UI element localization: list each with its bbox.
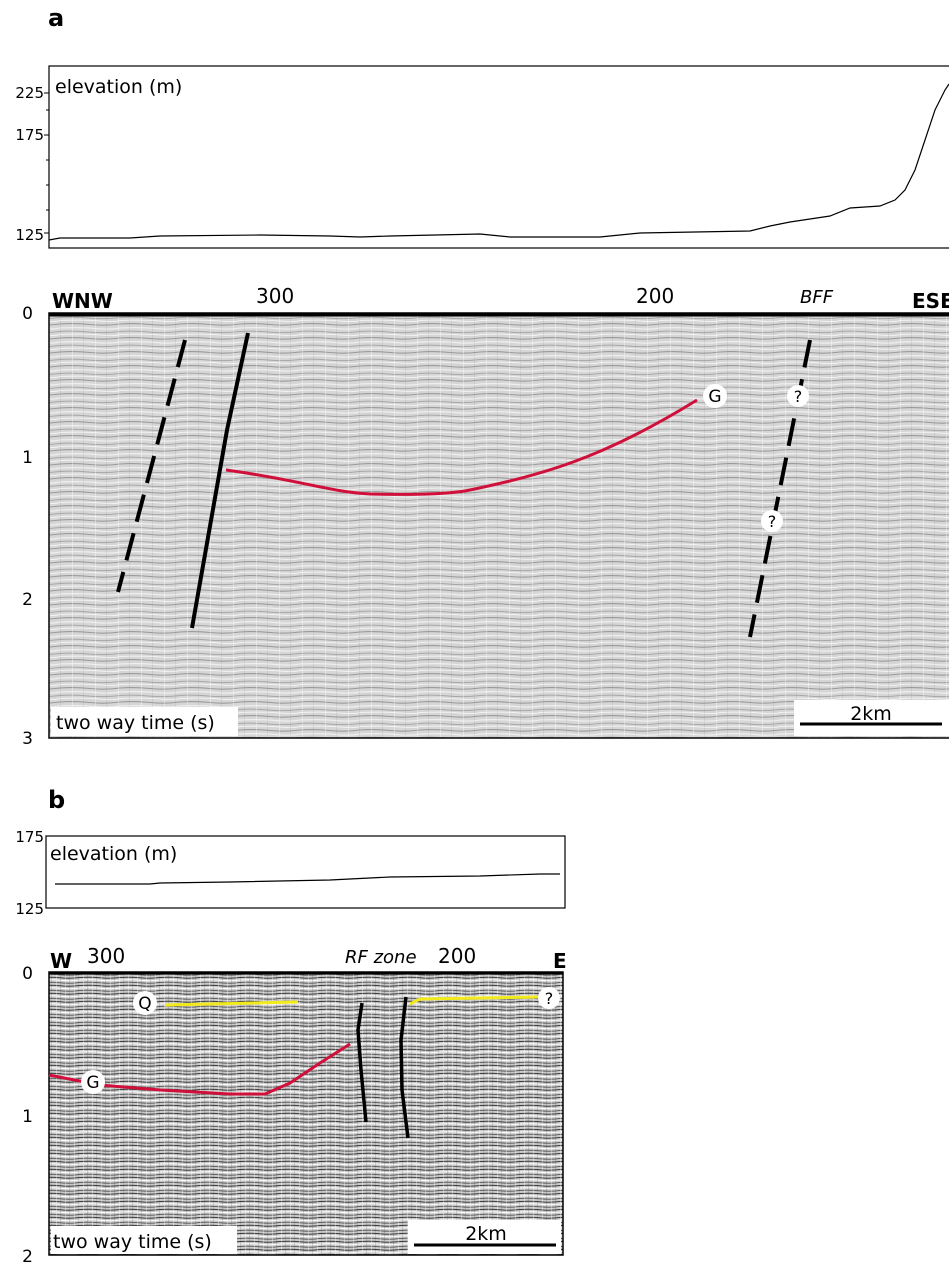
horizon-q-marker: [133, 991, 157, 1015]
question-label-a2: ?: [768, 512, 777, 531]
axis-label-b: two way time (s): [53, 1231, 212, 1253]
elev-tick-a-225: 225: [15, 84, 44, 102]
elevation-line-a: [48, 83, 949, 241]
cdp-tick-b-200: 200: [438, 944, 476, 968]
elev-tick-b-125: 125: [15, 900, 44, 918]
horizon-q-west: [164, 1000, 299, 1007]
cdp-tick-b-300: 300: [87, 944, 125, 968]
elevation-label-a: elevation (m): [55, 76, 182, 98]
direction-w: W: [50, 949, 72, 973]
time-tick-a-0: 0: [22, 304, 33, 324]
horizon-g-marker-b: [81, 1070, 105, 1094]
time-tick-b-0: 0: [22, 964, 33, 984]
fault-solid-west: [190, 332, 250, 629]
horizon-g-label-b: G: [86, 1073, 99, 1093]
elevation-frame-a: [48, 65, 949, 249]
elevation-label-b: elevation (m): [50, 843, 177, 865]
question-label-a1: ?: [794, 387, 803, 406]
question-label-b: ?: [545, 989, 554, 1008]
fault-label-rf-zone: RF zone: [345, 947, 417, 968]
direction-wnw: WNW: [52, 289, 113, 313]
horizon-g-label-a: G: [708, 387, 721, 407]
time-tick-a-1: 1: [22, 448, 33, 468]
horizon-g-b: [48, 1042, 351, 1096]
direction-e: E: [553, 949, 567, 973]
fault-rf-west: [356, 1002, 368, 1123]
time-tick-b-1: 1: [22, 1107, 33, 1127]
question-marker-b: [538, 987, 560, 1009]
time-tick-b-2: 2: [22, 1247, 33, 1262]
panel-a-elevation-profile: elevation (m) 225 175 125: [15, 65, 949, 249]
elev-tick-a-175: 175: [15, 126, 44, 144]
cdp-tick-a-200: 200: [636, 284, 674, 308]
time-tick-a-3: 3: [22, 729, 33, 749]
question-marker-a2: [761, 510, 783, 532]
axis-label-a: two way time (s): [56, 712, 215, 734]
elevation-frame-b: [45, 835, 566, 909]
direction-ese: ESE: [912, 289, 949, 313]
seismic-section-a: G ? ? two way time (s) 2km: [48, 312, 949, 739]
elev-tick-b-175: 175: [15, 828, 44, 846]
seismic-section-b: Q ? G two way time (s) 2km: [48, 971, 564, 1256]
elev-tick-a-125: 125: [15, 226, 44, 244]
panel-b-letter: b: [48, 786, 65, 814]
horizon-q-label: Q: [138, 994, 151, 1014]
elevation-line-b: [55, 873, 560, 885]
panel-a-letter: a: [48, 4, 64, 32]
fault-rf-east: [399, 996, 410, 1139]
question-marker-a1: [787, 385, 809, 407]
scale-label-a: 2km: [850, 703, 892, 725]
horizon-q-east: [409, 995, 541, 1006]
cdp-tick-a-300: 300: [256, 284, 294, 308]
panel-b-elevation-profile: elevation (m) 175 125: [15, 828, 566, 918]
fault-label-bff: BFF: [800, 287, 834, 308]
time-tick-a-2: 2: [22, 590, 33, 610]
seismic-frame-a: [48, 312, 949, 739]
horizon-g-marker-a: [703, 384, 727, 408]
horizon-g-a: [225, 398, 698, 496]
scale-label-b: 2km: [465, 1223, 507, 1245]
fault-dashed-west: [116, 339, 187, 593]
